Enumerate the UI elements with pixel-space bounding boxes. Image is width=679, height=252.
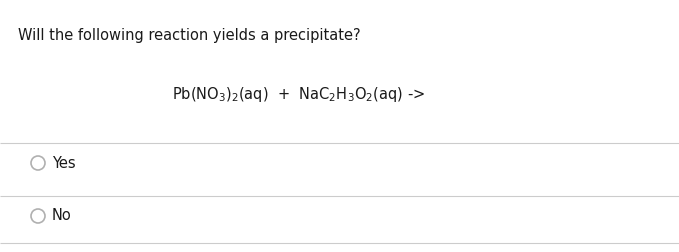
Text: No: No	[52, 208, 72, 224]
Text: Will the following reaction yields a precipitate?: Will the following reaction yields a pre…	[18, 28, 361, 43]
Text: Pb(NO$_3$)$_2$(aq)  +  NaC$_2$H$_3$O$_2$(aq) ->: Pb(NO$_3$)$_2$(aq) + NaC$_2$H$_3$O$_2$(a…	[172, 85, 425, 105]
Text: Yes: Yes	[52, 155, 75, 171]
